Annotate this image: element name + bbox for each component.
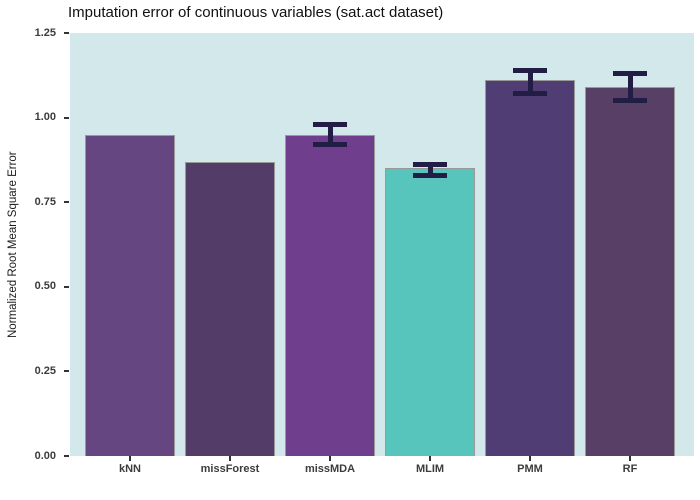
bar-kNN xyxy=(85,134,175,456)
bar-missMDA xyxy=(285,134,375,456)
error-bar-cap xyxy=(313,121,347,127)
x-tick-mark xyxy=(229,456,231,461)
y-tick-mark xyxy=(64,32,69,34)
error-bar-PMM xyxy=(527,70,533,94)
y-tick-label: 0.75 xyxy=(34,195,56,208)
y-tick-label: 0.25 xyxy=(34,364,56,377)
error-bar-cap xyxy=(613,98,647,104)
error-bar-cap xyxy=(413,162,447,168)
y-axis-title: Normalized Root Mean Square Error xyxy=(7,151,19,338)
x-tick-label-MLIM: MLIM xyxy=(415,463,445,475)
bar-RF xyxy=(585,87,675,456)
error-bar-cap xyxy=(413,172,447,178)
bar-MLIM xyxy=(385,168,475,456)
y-tick-mark xyxy=(64,116,69,119)
error-bar-RF xyxy=(627,73,633,101)
x-tick-label-missMDA: missMDA xyxy=(304,463,356,475)
y-tick-label: 1.00 xyxy=(34,111,56,124)
x-tick-mark xyxy=(529,456,531,461)
x-tick-label-kNN: kNN xyxy=(118,463,141,475)
x-tick-label-RF: RF xyxy=(622,463,638,475)
y-tick-mark xyxy=(64,285,69,288)
error-bar-cap xyxy=(513,91,547,97)
error-bar-missMDA xyxy=(327,124,333,145)
y-tick-label: 0.50 xyxy=(34,280,56,293)
x-tick-mark xyxy=(129,456,131,461)
x-tick-mark xyxy=(629,456,631,461)
error-bar-cap xyxy=(313,142,347,148)
y-tick-mark xyxy=(64,201,69,204)
y-tick-mark xyxy=(64,455,69,457)
error-bar-cap xyxy=(513,67,547,73)
x-tick-mark xyxy=(329,456,331,461)
error-bar-cap xyxy=(613,71,647,77)
chart-title: Imputation error of continuous variables… xyxy=(68,4,444,21)
error-bar-MLIM xyxy=(427,164,433,176)
x-tick-label-missForest: missForest xyxy=(200,463,260,475)
bar-missForest xyxy=(185,161,275,456)
y-tick-mark xyxy=(64,370,69,373)
x-tick-label-PMM: PMM xyxy=(517,463,543,475)
y-tick-label: 1.25 xyxy=(34,26,56,39)
x-tick-mark xyxy=(429,456,431,461)
y-tick-label: 0.00 xyxy=(34,449,56,462)
bar-PMM xyxy=(485,80,575,456)
